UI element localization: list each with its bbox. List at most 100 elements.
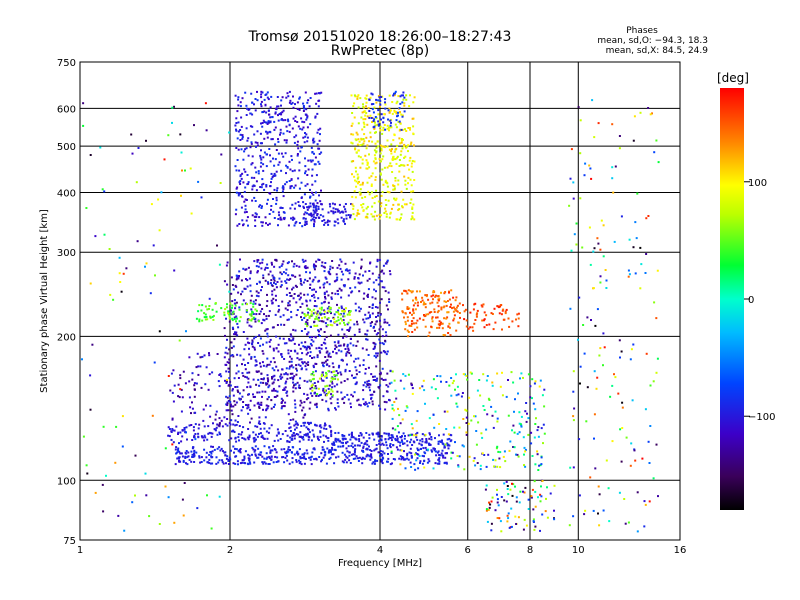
echo-point <box>549 492 552 495</box>
echo-point <box>488 501 490 504</box>
echo-point <box>397 179 400 182</box>
echo-point <box>649 384 652 387</box>
echo-point <box>319 394 321 397</box>
echo-point <box>448 322 451 325</box>
echo-point <box>311 389 314 392</box>
echo-point <box>274 448 277 451</box>
echo-point <box>445 317 448 320</box>
echo-point <box>185 426 188 429</box>
echo-point <box>376 354 379 357</box>
echo-point <box>237 326 240 329</box>
echo-point <box>540 485 542 488</box>
echo-point <box>304 165 307 168</box>
echo-point <box>589 263 592 266</box>
echo-point <box>282 456 285 458</box>
echo-point <box>236 385 239 388</box>
echo-point <box>240 206 243 209</box>
echo-point <box>171 121 173 124</box>
echo-point <box>232 462 235 465</box>
echo-point <box>315 174 318 177</box>
echo-point <box>320 426 323 429</box>
echo-point <box>336 218 339 221</box>
echo-point <box>313 320 316 323</box>
echo-point <box>287 261 290 264</box>
echo-point <box>375 151 378 154</box>
echo-point <box>366 405 369 408</box>
echo-point <box>231 300 234 303</box>
echo-point <box>393 379 396 382</box>
echo-point <box>277 105 280 108</box>
echo-point <box>242 299 245 302</box>
echo-point <box>343 310 346 313</box>
echo-point <box>285 454 288 457</box>
echo-point <box>108 248 111 250</box>
echo-point <box>518 431 521 434</box>
echo-point <box>583 513 586 516</box>
echo-point <box>437 305 440 308</box>
echo-point <box>329 310 332 313</box>
echo-point <box>397 407 399 410</box>
echo-point <box>366 161 369 164</box>
echo-point <box>235 331 238 334</box>
echo-point <box>507 512 510 515</box>
echo-point <box>354 302 357 305</box>
echo-point <box>310 219 313 222</box>
echo-point <box>398 120 401 123</box>
echo-point <box>277 431 280 434</box>
echo-point <box>306 307 309 310</box>
echo-point <box>267 98 270 101</box>
echo-point <box>285 181 288 184</box>
echo-point <box>256 90 258 93</box>
echo-point <box>231 319 234 322</box>
echo-point <box>370 456 373 459</box>
echo-point <box>269 131 272 134</box>
echo-point <box>242 459 245 462</box>
echo-point <box>245 219 248 222</box>
echo-point <box>596 237 599 240</box>
echo-point <box>316 356 319 359</box>
echo-point <box>234 419 237 422</box>
echo-point <box>283 139 286 142</box>
echo-point <box>249 290 252 293</box>
echo-point <box>569 466 572 469</box>
echo-point <box>407 373 410 376</box>
echo-point <box>299 127 302 130</box>
echo-point <box>304 184 307 187</box>
echo-point <box>380 298 383 301</box>
echo-point <box>450 434 453 437</box>
echo-point <box>406 316 409 319</box>
echo-point <box>328 270 331 273</box>
echo-point <box>280 407 283 410</box>
echo-point <box>353 190 356 193</box>
echo-point <box>251 188 254 191</box>
echo-point <box>256 144 259 147</box>
echo-point <box>241 459 244 462</box>
echo-point <box>302 406 305 409</box>
echo-point <box>640 263 643 266</box>
echo-point <box>277 224 279 227</box>
echo-point <box>636 491 639 494</box>
echo-point <box>296 140 299 143</box>
echo-point <box>267 405 270 408</box>
echo-point <box>309 392 312 395</box>
echo-point <box>197 365 200 368</box>
echo-point <box>427 313 430 316</box>
echo-point <box>294 329 297 332</box>
echo-point <box>304 341 307 344</box>
echo-point <box>396 437 399 440</box>
echo-point <box>134 494 136 497</box>
echo-point <box>493 307 496 310</box>
echo-point <box>277 379 280 382</box>
echo-point <box>362 359 365 362</box>
echo-point <box>233 333 236 336</box>
echo-point <box>506 514 509 517</box>
echo-point <box>240 125 243 128</box>
echo-point <box>259 362 261 365</box>
echo-point <box>328 365 331 368</box>
echo-point <box>376 140 379 143</box>
echo-point <box>327 310 330 313</box>
echo-point <box>323 361 326 364</box>
echo-point <box>324 423 327 426</box>
echo-point <box>167 496 170 499</box>
echo-point <box>234 284 237 287</box>
